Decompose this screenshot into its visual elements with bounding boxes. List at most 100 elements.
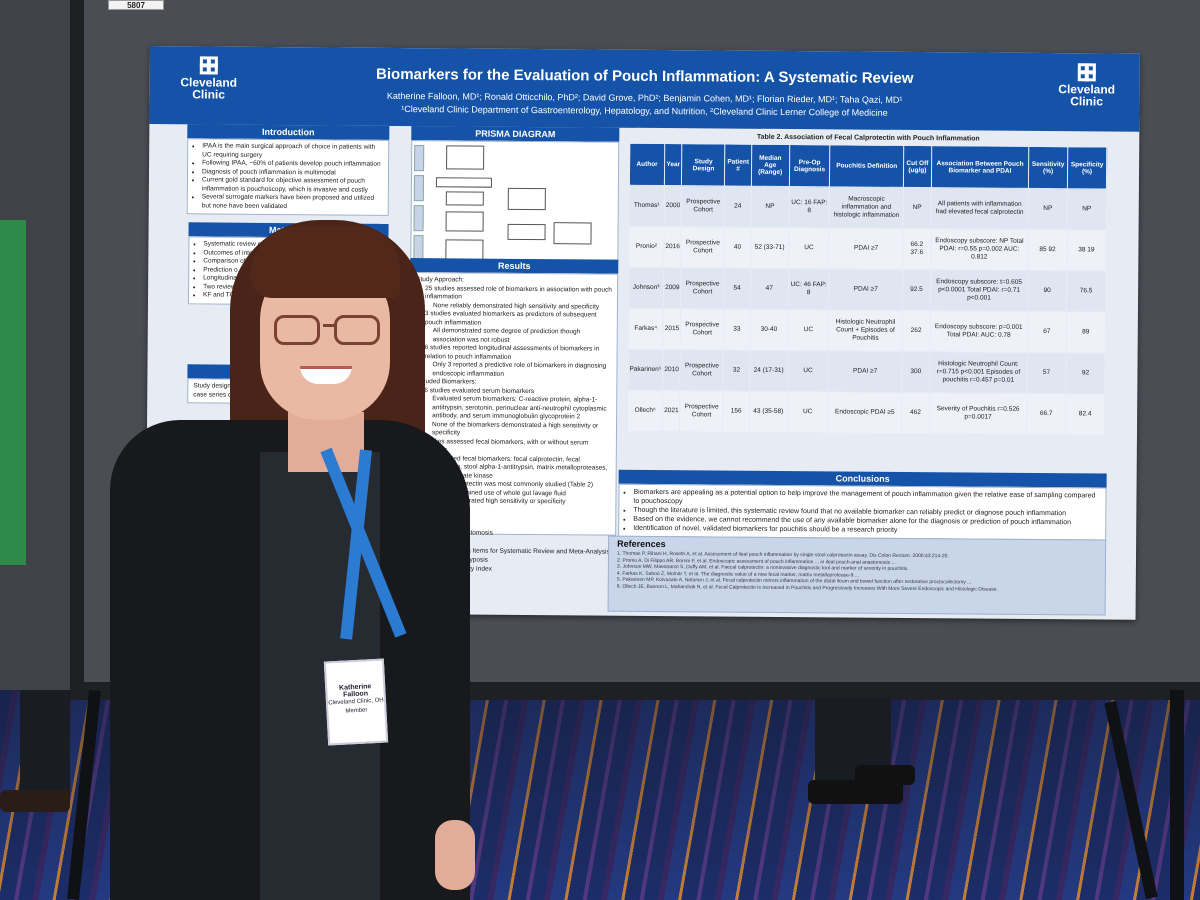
table-cell: Pakarinen⁵ [627,349,664,391]
table-cell: Prospective Cohort [681,185,725,228]
table-header: Study Design [681,143,726,187]
table-cell: Prospective Cohort [679,390,724,433]
table-cell: NP [903,187,932,229]
table-cell: 76.5 [1066,270,1106,313]
table-row: Thomas¹ 2000 Prospective Cohort 24 NP UC: 16 … [629,185,1107,231]
table-cell: Endoscopic PDAI ≥5 [827,391,902,434]
table-cell: Pronio² [628,226,665,268]
table-cell: 92 [1065,352,1106,395]
table-cell: UC [788,227,830,269]
table-cell: 2016 [663,226,682,268]
logo-word-2: Clinic [1070,94,1103,109]
table-cell: 92.5 [902,269,931,311]
table-cell: 43 (35-58) [749,391,788,433]
table-cell: Severity of Pouchitis r=0.526 p=0.0017 [929,392,1027,435]
table-cell: 40 [724,227,751,269]
table-cell: 33 [723,309,751,351]
glasses-right-lens [334,315,380,345]
bystander-shoe-left [0,790,70,812]
prisma-box-screened [445,191,484,206]
table-cell: Prospective Cohort [680,267,725,310]
bystander-leg-left [20,690,70,800]
table-body: Thomas¹ 2000 Prospective Cohort 24 NP UC: 16 … [627,185,1107,436]
table-row: Farkas⁴ 2015 Prospective Cohort 33 30-40 UC Hi… [628,308,1106,354]
table-cell: Johnson³ [628,267,664,309]
clinic-cross-icon [199,56,218,75]
prisma-box-records-identified [446,145,485,170]
table-cell: 85 92 [1027,229,1068,271]
logo-word-2: Clinic [192,87,226,102]
cleveland-clinic-logo-left: Cleveland Clinic [174,56,244,102]
neighbor-green-poster [0,220,26,565]
section-body: IPAA is the main surgical approach of ch… [186,138,390,216]
table-cell: Histologic Neutrophil Count + Episodes o… [828,309,903,352]
intro-bullet: Current gold standard for objective asse… [202,176,383,194]
table-cell: Macroscopic inflammation and histologic … [829,186,904,229]
references-section: References 1. Thomas P, Rihani H, Roseth… [607,535,1107,616]
prisma-box-after-duplicates [435,177,492,188]
table-cell: UC [787,391,829,433]
table-cell: 30-40 [749,309,789,351]
prisma-box-excluded [507,187,546,211]
name-badge: Katherine Falloon Cleveland Clinic, OH M… [323,658,389,746]
table-header: Year [664,143,683,186]
glasses-bridge [323,324,335,327]
bystander-shoe-right-b [855,765,915,785]
table-row: Ollech⁶ 2021 Prospective Cohort 156 43 (35-5… [627,390,1105,436]
smile [300,366,352,384]
table-cell: NP [750,186,790,228]
table-header: Specificity (%) [1067,146,1107,190]
table-cell: Endoscopy subscore: p=0.001 Total PDAI: … [929,310,1028,353]
table-header: Pre-Op Diagnosis [789,144,831,187]
hair-fringe [250,226,400,298]
hand [435,820,475,890]
table-cell: 24 (17-31) [749,350,788,392]
table-cell: PDAI ≥7 [829,227,904,270]
clinic-cross-icon [1077,63,1096,82]
table-cell: 66.2 37.6 [902,228,931,270]
table-cell: 300 [901,351,930,393]
table-cell: UC: 46 FAP: 8 [788,268,830,310]
table-header: Patient # [724,144,752,187]
glasses-left-lens [274,315,320,345]
table-cell: 66.7 [1026,393,1066,435]
table-header: Pouchitis Definition [829,144,904,188]
poster-title: Biomarkers for the Evaluation of Pouch I… [376,65,914,87]
table-cell: 54 [723,268,751,310]
table-header: Author [629,143,665,186]
table-cell: Endoscopy subscore: NP Total PDAI: r=0.5… [930,228,1029,271]
table-cell: UC [787,350,829,392]
bystander-leg-right-a [815,698,855,788]
table-cell: PDAI ≥7 [828,350,903,393]
prisma-box-full-text-excluded [507,223,546,241]
table-cell: 90 [1027,270,1067,312]
table-cell: Prospective Cohort [680,349,724,392]
section-body: Biomarkers are appealing as a potential … [618,483,1107,541]
table-header: Association Between Pouch Biomarker and … [931,145,1029,189]
intro-bullet: Several surrogate markers have been prop… [202,193,383,211]
introduction-section: Introduction IPAA is the main surgical a… [186,124,390,216]
table-row: Pronio² 2016 Prospective Cohort 40 52 (33-71… [628,226,1107,272]
table-cell: Histologic Neutrophil Count: r=0.715 p<0… [929,351,1028,394]
board-number-tag: 5807 [108,0,164,10]
table-cell: NP [1067,188,1107,231]
table-cell: 262 [902,310,931,352]
table-cell: Prospective Cohort [681,226,725,269]
table-cell: 156 [722,391,750,433]
table-cell: PDAI ≥7 [828,268,903,311]
table-cell: UC [787,309,829,351]
table-cell: 47 [750,268,789,310]
table-cell: NP [1028,188,1068,230]
poster-header: Cleveland Clinic Biomarkers for the Eval… [149,46,1140,132]
table-cell: 2021 [662,390,681,432]
table-cell: 462 [901,392,930,434]
table-cell: 2000 [664,185,682,227]
table-cell: 67 [1027,311,1067,353]
prisma-stage-identification [414,145,425,172]
section-heading: Introduction [187,124,390,140]
table-cell: 89 [1066,311,1106,354]
table-cell: UC: 16 FAP: 8 [788,186,830,228]
table-cell: All patients with inflammation had eleva… [930,187,1029,230]
table-cell: 32 [723,350,750,392]
table-header: Median Age (Range) [751,144,790,187]
